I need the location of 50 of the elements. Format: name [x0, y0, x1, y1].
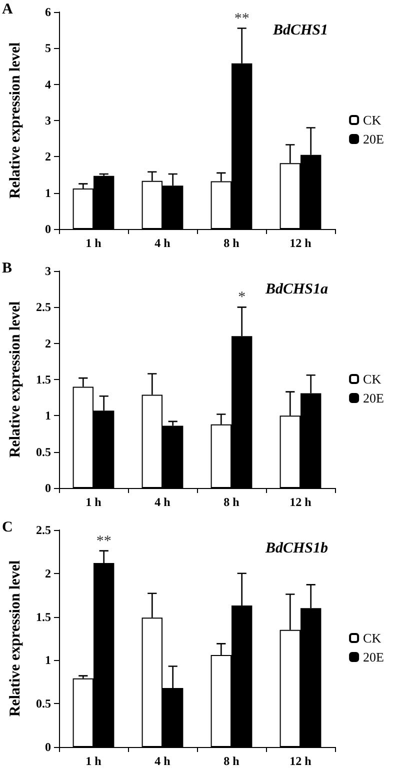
y-axis-title: Relative expression level: [8, 560, 24, 717]
text: A: [2, 2, 13, 18]
x-tick-label: 12 h: [290, 236, 312, 250]
y-tick-label: 1.5: [36, 372, 51, 386]
y-tick-label: 0: [45, 222, 51, 236]
legend-label: CK: [363, 372, 382, 386]
y-tick-label: 5: [45, 41, 51, 56]
legend-label: 20E: [363, 132, 384, 146]
x-tick-label: 4 h: [154, 495, 171, 509]
x-tick-label: 4 h: [154, 754, 171, 768]
text: C: [2, 520, 13, 536]
y-tick-label: 2: [45, 566, 51, 580]
y-tick-label: 0: [45, 481, 51, 495]
y-tick-label: 1: [45, 186, 51, 200]
text: BdCHS1a: [264, 282, 328, 298]
x-tick-label: 8 h: [224, 236, 240, 250]
y-tick-label: 0.5: [36, 696, 51, 711]
text: BdCHS1: [272, 22, 328, 38]
x-tick-label: 1 h: [86, 495, 102, 509]
legend-label: 20E: [363, 650, 384, 664]
y-tick-label: 1.5: [36, 610, 51, 624]
y-tick-label: 2: [45, 336, 51, 350]
x-tick-label: 12 h: [290, 754, 312, 768]
x-tick-label: 1 h: [86, 236, 102, 250]
y-tick-label: 2.5: [36, 300, 51, 314]
legend-label: CK: [363, 112, 382, 128]
y-tick-label: 1: [45, 653, 51, 668]
x-tick-label: 8 h: [224, 754, 240, 768]
y-tick-label: 4: [45, 77, 51, 92]
y-tick-label: 0: [45, 740, 51, 754]
x-tick-label: 12 h: [290, 495, 312, 509]
y-tick-label: 0.5: [36, 444, 51, 459]
y-tick-label: 6: [45, 5, 51, 19]
x-tick-label: 8 h: [224, 495, 240, 509]
legend-label: CK: [363, 630, 382, 646]
x-tick-label: 4 h: [154, 236, 171, 250]
annotation: **: [96, 533, 112, 550]
y-tick-label: 3: [45, 264, 51, 278]
y-tick-label: 2.5: [36, 523, 51, 537]
x-tick-label: 1 h: [86, 754, 102, 768]
y-axis-title: Relative expression level: [8, 42, 24, 199]
text: B: [2, 260, 12, 276]
y-tick-label: 2: [45, 150, 51, 164]
annotation: *: [238, 290, 246, 306]
y-tick-label: 3: [45, 114, 51, 128]
annotation: **: [234, 10, 250, 27]
y-tick-label: 1: [45, 408, 51, 423]
legend-label: 20E: [363, 390, 384, 406]
text: BdCHS1b: [264, 540, 328, 556]
y-axis-title: Relative expression level: [8, 301, 24, 458]
